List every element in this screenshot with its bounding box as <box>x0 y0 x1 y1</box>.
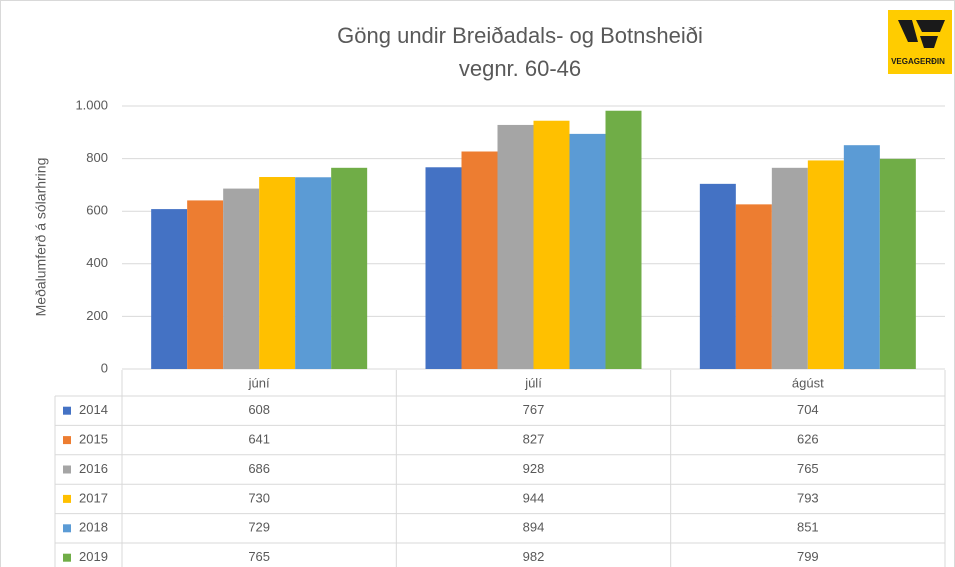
legend-swatch <box>63 406 71 415</box>
legend-swatch <box>63 494 71 503</box>
table-value: 704 <box>797 402 819 417</box>
table-value: 944 <box>523 490 545 505</box>
bar <box>843 145 880 369</box>
bar <box>331 167 368 369</box>
bar <box>259 177 296 369</box>
y-tick-label: 0 <box>101 360 108 375</box>
x-tick-label: ágúst <box>792 375 824 390</box>
x-tick-label: júlí <box>524 375 542 390</box>
table-value: 729 <box>248 520 270 535</box>
table-value: 686 <box>248 461 270 476</box>
bar <box>735 204 772 369</box>
table-value: 765 <box>248 549 270 564</box>
bar <box>605 110 642 369</box>
y-axis-label: Meðalumferð á sólarhring <box>33 158 49 317</box>
legend-swatch <box>63 524 71 533</box>
table-value: 982 <box>523 549 545 564</box>
y-tick-label: 1.000 <box>75 97 108 112</box>
table-value: 730 <box>248 490 270 505</box>
table-value: 767 <box>523 402 545 417</box>
chart-subtitle: vegnr. 60-46 <box>459 56 581 81</box>
bar <box>187 200 224 369</box>
table-value: 641 <box>248 432 270 447</box>
table-value: 608 <box>248 402 270 417</box>
bar <box>879 158 916 369</box>
y-tick-label: 400 <box>86 255 108 270</box>
bar <box>497 124 534 369</box>
bar <box>223 188 260 369</box>
logo: VEGAGERÐIN <box>888 10 952 74</box>
bar <box>425 167 462 369</box>
legend-swatch <box>63 465 71 474</box>
legend-label: 2017 <box>79 490 108 505</box>
bar <box>771 167 808 369</box>
logo-text: VEGAGERÐIN <box>891 57 945 66</box>
y-tick-label: 600 <box>86 203 108 218</box>
legend-label: 2016 <box>79 461 108 476</box>
legend-swatch <box>63 436 71 445</box>
table-value: 827 <box>523 432 545 447</box>
table-value: 799 <box>797 549 819 564</box>
table-value: 928 <box>523 461 545 476</box>
x-tick-label: júní <box>248 375 270 390</box>
legend-label: 2018 <box>79 520 108 535</box>
table-value: 851 <box>797 520 819 535</box>
bar <box>533 120 570 369</box>
legend-label: 2015 <box>79 432 108 447</box>
y-tick-label: 800 <box>86 150 108 165</box>
bar <box>151 209 188 369</box>
bar <box>295 177 332 369</box>
bar <box>461 151 498 369</box>
bar <box>699 183 736 369</box>
y-tick-label: 200 <box>86 308 108 323</box>
legend-swatch <box>63 553 71 562</box>
legend-label: 2019 <box>79 549 108 564</box>
table-value: 626 <box>797 432 819 447</box>
table-value: 765 <box>797 461 819 476</box>
table-value: 894 <box>523 520 545 535</box>
logo-icon <box>898 20 945 48</box>
chart-title: Göng undir Breiðadals- og Botnsheiði <box>337 23 703 48</box>
bar <box>569 133 606 369</box>
table-value: 793 <box>797 490 819 505</box>
legend-label: 2014 <box>79 402 108 417</box>
bar <box>807 160 844 369</box>
